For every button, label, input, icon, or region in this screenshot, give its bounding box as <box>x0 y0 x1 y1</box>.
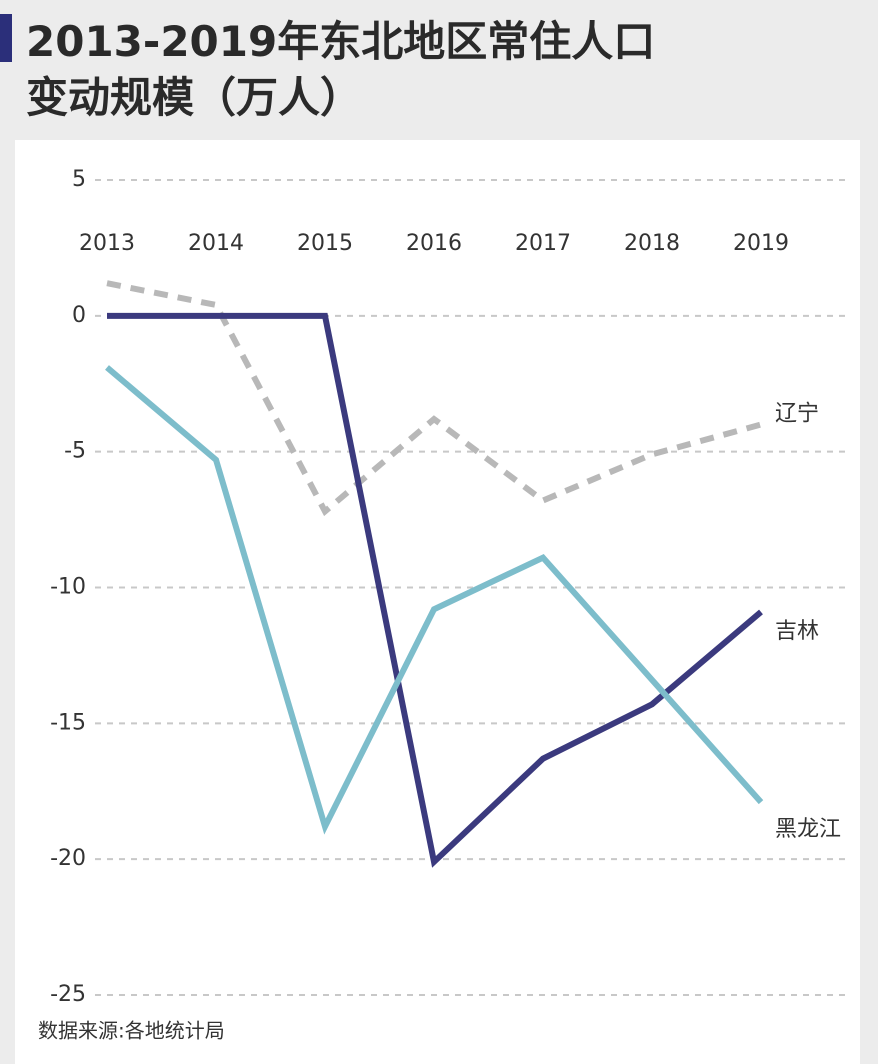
x-tick-label: 2013 <box>79 231 135 256</box>
chart-title: 变动规模（万人） <box>26 73 362 122</box>
x-tick-label: 2017 <box>515 231 571 256</box>
series-label: 吉林 <box>775 619 819 644</box>
y-tick-label: -20 <box>50 846 86 871</box>
y-tick-label: 5 <box>72 167 86 192</box>
y-tick-label: -10 <box>50 575 86 600</box>
x-tick-label: 2014 <box>188 231 244 256</box>
series-label: 辽宁 <box>775 402 819 427</box>
title-accent <box>0 14 12 62</box>
y-tick-label: -15 <box>50 710 86 735</box>
series-label: 黑龙江 <box>775 817 841 842</box>
x-tick-label: 2019 <box>733 231 789 256</box>
y-tick-label: -25 <box>50 982 86 1007</box>
series-line <box>107 312 763 868</box>
series-line <box>105 365 764 835</box>
x-tick-label: 2016 <box>406 231 462 256</box>
x-tick-label: 2018 <box>624 231 680 256</box>
source-note: 数据来源:各地统计局 <box>38 1019 225 1043</box>
series-line <box>106 280 762 517</box>
y-tick-label: 0 <box>72 303 86 328</box>
x-tick-label: 2015 <box>297 231 353 256</box>
y-tick-label: -5 <box>64 439 86 464</box>
chart-title: 2013-2019年东北地区常住人口 <box>26 17 655 66</box>
plot-panel <box>15 140 860 1064</box>
